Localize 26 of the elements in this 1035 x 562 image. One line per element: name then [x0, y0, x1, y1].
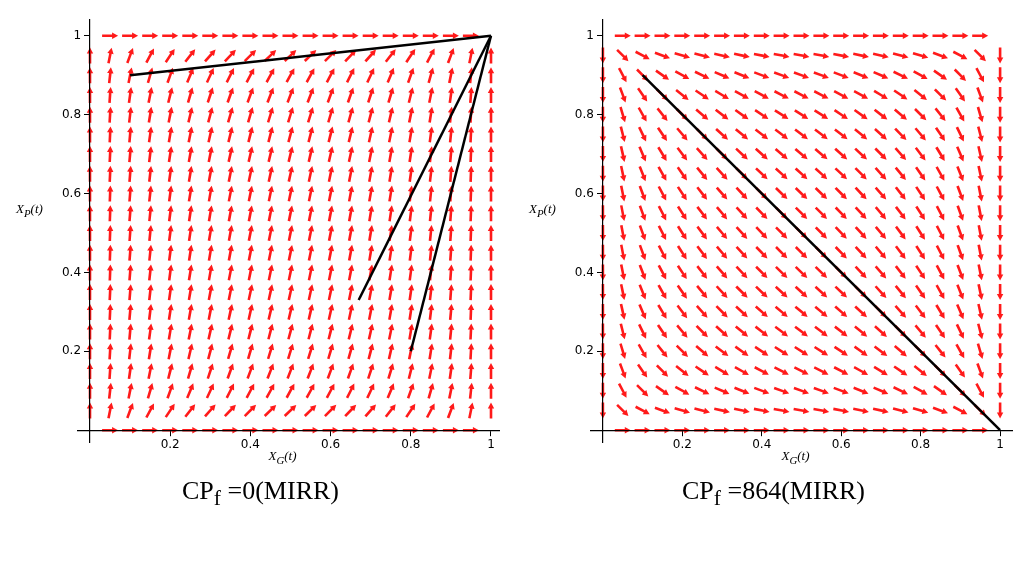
x-tick-label: 1: [996, 437, 1004, 452]
x-tick-label: 1: [487, 437, 495, 452]
y-tick-label: 0.2: [574, 343, 594, 358]
x-tick-label: 0.8: [401, 437, 421, 452]
y-axis-title: X$_{P}$(t): [529, 201, 556, 219]
x-axis-title: X$_{G}$(t): [268, 448, 297, 466]
y-tick-label: 0.4: [574, 264, 594, 279]
x-tick-label: 0.6: [831, 437, 851, 452]
y-tick-label: 0.8: [61, 106, 82, 121]
y-axis-title: X$_{P}$(t): [16, 201, 43, 219]
y-tick-label: 0.6: [574, 185, 594, 200]
x-tick-label: 0.4: [752, 437, 772, 452]
x-tick-label: 0.8: [911, 437, 931, 452]
x-tick-label: 0.4: [240, 437, 260, 452]
x-tick-label: 0.2: [672, 437, 692, 452]
x-axis-title: X$_{G}$(t): [781, 448, 810, 466]
y-tick-label: 0.8: [574, 106, 594, 121]
x-tick-label: 0.2: [160, 437, 180, 452]
text: CP$_{f}$ =0(MIRR): [181, 476, 340, 512]
y-tick-label: 0.6: [61, 185, 82, 200]
y-tick-label: 1: [73, 27, 82, 42]
text: CP$_{f}$ =864(MIRR): [681, 476, 866, 512]
y-tick-label: 1: [586, 27, 594, 42]
y-tick-label: 0.2: [61, 343, 82, 358]
y-tick-label: 0.4: [61, 264, 82, 279]
x-tick-label: 0.6: [321, 437, 341, 452]
